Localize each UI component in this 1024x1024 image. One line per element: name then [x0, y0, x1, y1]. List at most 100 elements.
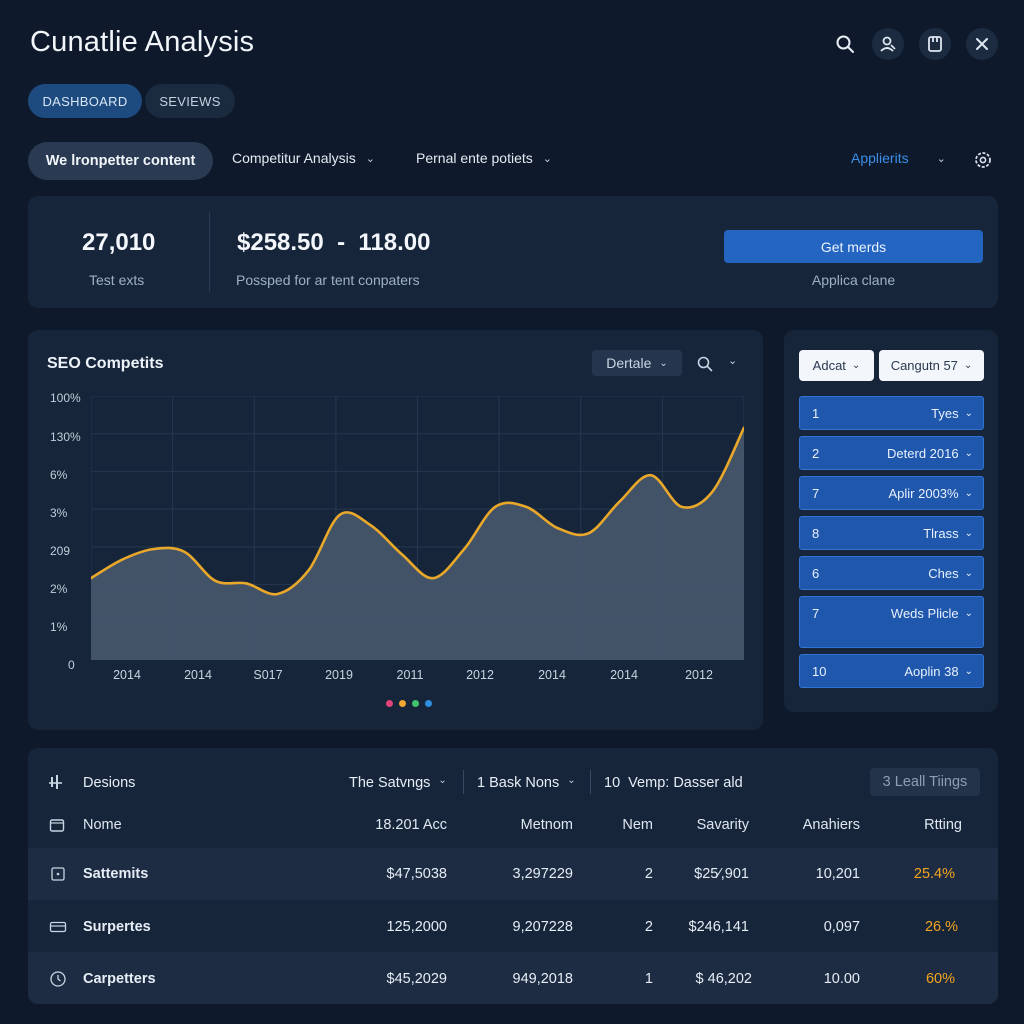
series-line: [91, 426, 744, 596]
item-number: 1: [812, 406, 820, 421]
length-select[interactable]: Cangutn 57 ⌄: [879, 350, 984, 381]
chevron-down-icon: ⌄: [936, 152, 946, 165]
kpi-test-exts-value: 27,010: [82, 229, 156, 256]
chevron-down-icon: ⌄: [964, 408, 973, 419]
side-list-item[interactable]: 2 Deterd 2016 ⌄: [799, 436, 984, 470]
y-tick-label: 1%: [50, 620, 68, 634]
x-tick-label: 2014: [610, 668, 638, 682]
competitor-analysis-dropdown[interactable]: Competitur Analysis ⌄: [232, 150, 375, 166]
table-cell: $246,141: [688, 919, 749, 935]
legend-dot[interactable]: [412, 700, 419, 707]
side-list-item[interactable]: 10 Aoplin 38 ⌄: [799, 654, 984, 688]
search-icon[interactable]: [829, 28, 861, 60]
document-icon: [50, 866, 66, 882]
y-tick-label: 209: [50, 544, 71, 558]
personal-dropdown[interactable]: Pernal ente potiets ⌄: [416, 150, 552, 166]
x-tick-label: S017: [253, 668, 283, 682]
x-tick-label: 2014: [538, 668, 566, 682]
folder-icon: [49, 817, 65, 833]
side-list-item[interactable]: 6 Ches ⌄: [799, 556, 984, 590]
clock-icon: [49, 970, 67, 988]
dropdown-label: Pernal ente potiets: [416, 150, 533, 166]
get-merds-button[interactable]: Get merds: [724, 230, 983, 263]
chevron-down-icon: ⌄: [964, 666, 973, 677]
savings-filter[interactable]: The Satvngs ⌄: [349, 775, 447, 791]
table-row-band: [28, 952, 998, 1004]
item-label: Weds Plicle: [890, 606, 959, 621]
select-label: Adcat: [812, 358, 846, 373]
table-cell: 3,297229: [512, 866, 573, 882]
table-row-name[interactable]: Sattemits: [83, 866, 149, 882]
tab-dashboard[interactable]: DASHBOARD: [28, 84, 142, 118]
item-number: 2: [812, 446, 820, 461]
rating-value: 26.%: [924, 919, 958, 935]
item-label: Ches: [928, 566, 959, 581]
column-header-rating[interactable]: Rtting: [924, 817, 962, 833]
lead-things-button[interactable]: 3 Leall Tiings: [870, 768, 980, 796]
item-number: 10: [812, 664, 827, 679]
select-label: Dertale: [606, 355, 652, 371]
dropdown-label: Applierits: [851, 150, 909, 166]
column-header-metnom[interactable]: Metnom: [520, 817, 573, 833]
applications-dropdown[interactable]: Applierits ⌄: [851, 150, 946, 166]
temp-filter[interactable]: 10 Vemp: Dasser ald: [604, 775, 743, 791]
column-header-acc[interactable]: 18.201 Acc: [375, 817, 447, 833]
settings-icon[interactable]: [972, 149, 994, 171]
app-title: Cunatlie Analysis: [30, 26, 255, 58]
column-header-name[interactable]: Nome: [83, 817, 122, 833]
table-row-band: [28, 900, 998, 952]
chart-search-icon[interactable]: [696, 355, 714, 373]
chevron-down-icon: ⌄: [964, 488, 973, 499]
chart-detail-select[interactable]: Dertale ⌄: [592, 350, 682, 376]
divider: [463, 770, 464, 794]
x-tick-label: 2014: [184, 668, 212, 682]
rating-value: 60%: [925, 971, 955, 987]
x-tick-label: 2012: [466, 668, 494, 682]
content-filter-pill[interactable]: We lronpetter content: [28, 142, 213, 180]
side-list-item[interactable]: 7 Weds Plicle ⌄: [799, 596, 984, 648]
legend-dot[interactable]: [399, 700, 406, 707]
column-header-savarity[interactable]: Savarity: [696, 817, 749, 833]
chevron-down-icon: ⌄: [851, 360, 861, 371]
filter-label: 1 Bask Nons: [477, 775, 560, 791]
legend-dot[interactable]: [425, 700, 432, 707]
x-tick-label: 2011: [396, 668, 424, 682]
side-list-item[interactable]: 7 Aplir 2003% ⌄: [799, 476, 984, 510]
legend-dot[interactable]: [386, 700, 393, 707]
table-cell: 949,2018: [512, 971, 573, 987]
bookmark-icon[interactable]: [919, 28, 951, 60]
side-list-item[interactable]: 1 Tyes ⌄: [799, 396, 984, 430]
table-cell: $ 46,202: [695, 971, 752, 987]
chevron-down-icon[interactable]: ⌄: [728, 355, 738, 367]
tab-reviews[interactable]: SEVIEWS: [145, 84, 235, 118]
chevron-down-icon: ⌄: [963, 360, 973, 371]
x-tick-label: 2012: [685, 668, 713, 682]
item-number: 8: [812, 526, 820, 541]
dropdown-label: Competitur Analysis: [232, 150, 356, 166]
column-header-nem[interactable]: Nem: [622, 817, 653, 833]
table-row-name[interactable]: Carpetters: [83, 971, 156, 987]
filter-label: The Satvngs: [349, 775, 431, 791]
bask-nons-filter[interactable]: 1 Bask Nons ⌄: [477, 775, 576, 791]
x-tick-label: 2014: [113, 668, 141, 682]
divider: [590, 770, 591, 794]
user-search-icon[interactable]: [872, 28, 904, 60]
chevron-down-icon: ⌄: [567, 775, 576, 786]
close-icon[interactable]: [966, 28, 998, 60]
kpi-price-range-label: Possped for ar tent conpaters: [236, 272, 420, 288]
adcat-select[interactable]: Adcat ⌄: [799, 350, 874, 381]
item-label: Deterd 2016: [887, 446, 959, 461]
table-row-band: [28, 848, 998, 900]
chevron-down-icon: ⌄: [542, 152, 552, 165]
table-row-name[interactable]: Surpertes: [83, 919, 151, 935]
item-number: 7: [812, 606, 820, 621]
table-cell: 10,201: [815, 866, 860, 882]
chevron-down-icon: ⌄: [659, 357, 668, 369]
divider: [209, 212, 210, 292]
chevron-down-icon: ⌄: [964, 528, 973, 539]
side-list-item[interactable]: 8 Tlrass ⌄: [799, 516, 984, 550]
y-tick-label: 6%: [50, 468, 68, 482]
column-header-anahiers[interactable]: Anahiers: [802, 817, 860, 833]
table-cell: 2: [644, 866, 653, 882]
kpi-test-exts-label: Test exts: [89, 272, 145, 288]
